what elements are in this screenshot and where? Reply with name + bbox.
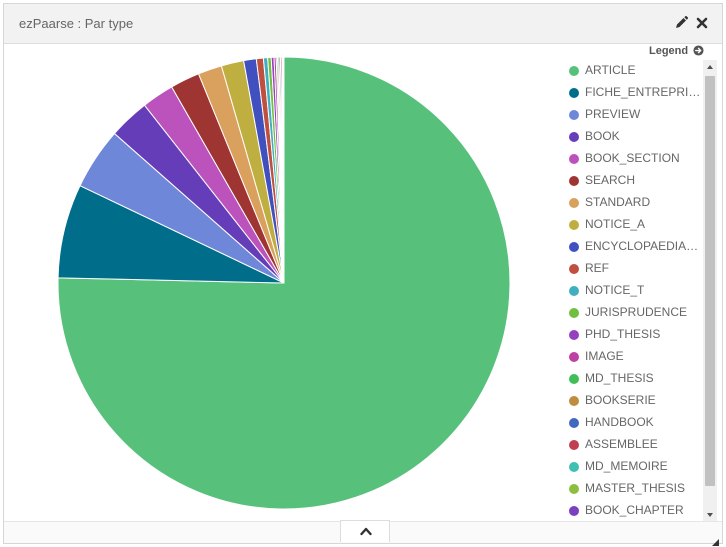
legend-item[interactable]: FICHE_ENTREPRISE [564,82,701,104]
legend-scrollbar[interactable] [703,60,717,522]
legend-color-dot [569,484,579,494]
legend-item[interactable]: NOTICE_T [564,280,701,302]
legend-label: ASSEMBLEE [585,437,658,451]
legend-item[interactable]: MD_MEMOIRE [564,456,701,478]
legend-label: REF [585,261,609,275]
legend-item[interactable]: BOOKSERIE [564,390,701,412]
circle-arrow-right-icon [693,45,704,56]
legend-item[interactable]: MASTER_THESIS [564,478,701,500]
pencil-icon[interactable] [672,14,690,32]
legend-item[interactable]: STANDARD [564,192,701,214]
legend-label: BOOK_CHAPTER [585,503,684,517]
legend-color-dot [569,66,579,76]
legend-label: HANDBOOK [585,415,654,429]
legend-item[interactable]: BOOK [564,126,701,148]
legend-item[interactable]: PREVIEW [564,104,701,126]
collapse-button[interactable] [340,520,390,542]
legend-color-dot [569,308,579,318]
legend-color-dot [569,286,579,296]
legend-color-dot [569,198,579,208]
legend-color-dot [569,220,579,230]
close-icon[interactable] [693,14,711,32]
legend-color-dot [569,154,579,164]
scrollbar-thumb[interactable] [705,76,715,486]
legend-label: MASTER_THESIS [585,481,686,495]
legend-item[interactable]: SEARCH [564,170,701,192]
pie-chart [4,45,558,521]
legend-color-dot [569,330,579,340]
panel-footer [4,520,722,546]
legend-label: IMAGE [585,349,624,363]
legend-label: NOTICE_T [585,283,645,297]
legend-item[interactable]: NOTICE_A [564,214,701,236]
pie-slice[interactable] [57,56,511,510]
legend-label: ENCYCLOPAEDIA_ARTICLE [585,239,701,253]
pie-slice[interactable] [282,56,285,284]
legend-color-dot [569,506,579,516]
legend-toggle-label: Legend [649,45,689,57]
legend-item[interactable]: HANDBOOK [564,412,701,434]
legend-color-dot [569,462,579,472]
legend-item[interactable]: ARTICLE [564,60,701,82]
legend-item[interactable]: JURISPRUDENCE [564,302,701,324]
legend-color-dot [569,418,579,428]
legend-label: FICHE_ENTREPRISE [585,85,701,99]
legend-label: BOOKSERIE [585,393,656,407]
legend-color-dot [569,440,579,450]
legend-toggle[interactable]: Legend [649,45,704,57]
legend-list: ARTICLE FICHE_ENTREPRISE PREVIEW BOOK BOOK_S… [564,60,701,520]
legend-label: SEARCH [585,173,636,187]
panel-title: ezPaarse : Par type [19,16,134,31]
legend-color-dot [569,242,579,252]
scroll-up-arrow-icon[interactable] [703,60,717,74]
legend-color-dot [569,110,579,120]
legend-label: BOOK_SECTION [585,151,680,165]
legend-label: MD_THESIS [585,371,654,385]
legend-label: JURISPRUDENCE [585,305,688,319]
legend-item[interactable]: IMAGE [564,346,701,368]
legend-label: PHD_THESIS [585,327,661,341]
legend-color-dot [569,88,579,98]
panel-header: ezPaarse : Par type [4,4,722,44]
legend-item[interactable]: PHD_THESIS [564,324,701,346]
chevron-up-icon [360,527,372,536]
legend-label: STANDARD [585,195,651,209]
pie-chart-panel: ezPaarse : Par type Legend ARTICLE FICHE_… [3,3,723,546]
legend-item[interactable]: ASSEMBLEE [564,434,701,456]
legend-item[interactable]: ENCYCLOPAEDIA_ARTICLE [564,236,701,258]
legend-label: NOTICE_A [585,217,646,231]
legend-color-dot [569,352,579,362]
legend-item[interactable]: MD_THESIS [564,368,701,390]
scroll-down-arrow-icon[interactable] [703,508,717,522]
legend-color-dot [569,176,579,186]
legend-color-dot [569,396,579,406]
legend-label: BOOK [585,129,620,143]
legend-item[interactable]: REF [564,258,701,280]
pie-chart-svg [57,56,511,510]
legend-label: MD_MEMOIRE [585,459,668,473]
legend-color-dot [569,264,579,274]
resize-grip-icon[interactable] [712,533,719,546]
legend-item[interactable]: BOOK_SECTION [564,148,701,170]
legend-color-dot [569,132,579,142]
legend-label: ARTICLE [585,63,636,77]
legend-item[interactable]: BOOK_CHAPTER [564,500,701,520]
legend-label: PREVIEW [585,107,641,121]
legend-color-dot [569,374,579,384]
